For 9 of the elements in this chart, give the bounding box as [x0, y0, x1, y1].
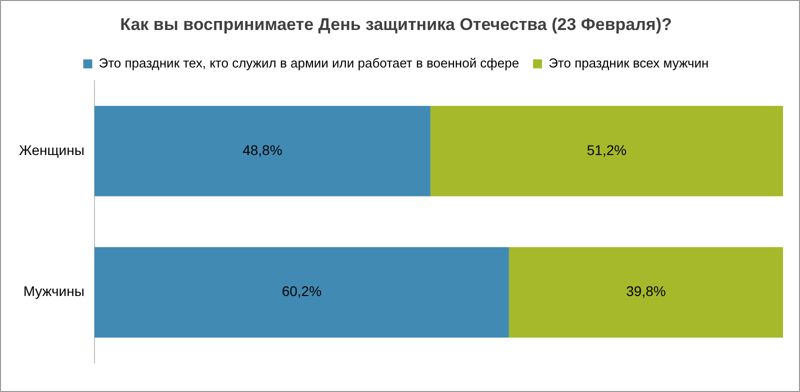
- y-tick-label: Мужчины: [23, 283, 84, 300]
- legend-label: Это праздник всех мужчин: [548, 55, 709, 70]
- legend-label: Это праздник тех, кто служил в армии или работает в военной сфере: [98, 55, 520, 70]
- data-label: 48,8%: [242, 142, 282, 158]
- data-label: 60,2%: [282, 283, 322, 300]
- data-label: 51,2%: [586, 142, 627, 158]
- chart-title: Как вы воспринимаете День защитника Отечества (23 Февраля)?: [120, 14, 672, 34]
- y-tick-label: Женщины: [19, 142, 84, 158]
- data-label: 39,8%: [626, 283, 666, 300]
